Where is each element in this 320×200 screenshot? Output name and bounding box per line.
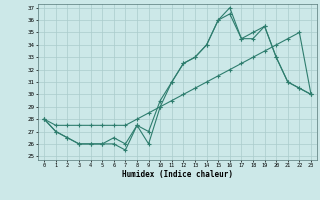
X-axis label: Humidex (Indice chaleur): Humidex (Indice chaleur) — [122, 170, 233, 179]
